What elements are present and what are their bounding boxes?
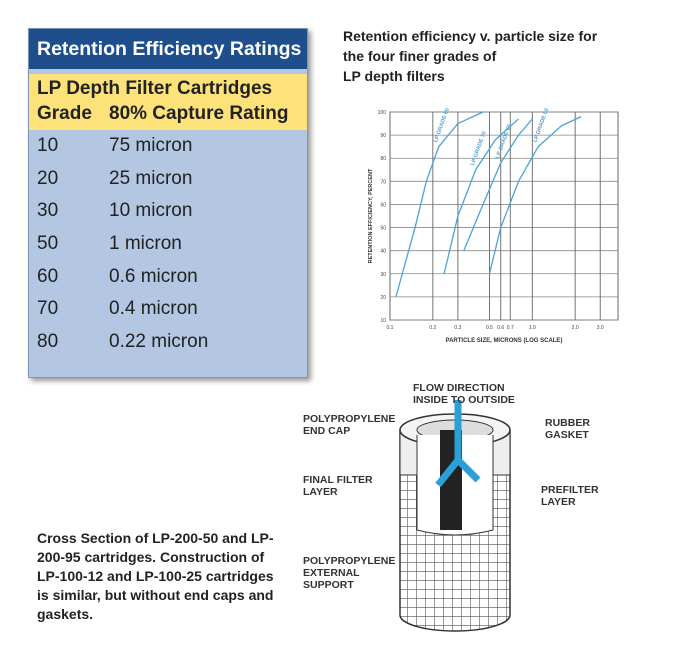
grade-cell: 80	[37, 331, 59, 353]
x-axis-label: PARTICLE SIZE, MICRONS (LOG SCALE)	[446, 338, 563, 344]
table-row: 50 1 micron	[29, 228, 307, 261]
table-row: 30 10 micron	[29, 195, 307, 228]
grade-cell: 20	[37, 167, 59, 189]
table-header: LP Depth Filter Cartridges Grade 80% Capt…	[29, 74, 307, 130]
series-line	[463, 118, 533, 251]
chart-title-line: LP depth filters	[343, 68, 445, 84]
rating-cell: 10 micron	[109, 200, 193, 222]
table-row: 10 75 micron	[29, 130, 307, 163]
x-tick-label: 2.0	[572, 325, 579, 331]
rating-cell: 0.6 micron	[109, 265, 198, 287]
label-prefilter: PREFILTER LAYER	[541, 484, 599, 508]
x-tick-label: 0.3	[454, 325, 461, 331]
rating-cell: 0.4 micron	[109, 298, 198, 320]
col-grade: Grade	[37, 103, 92, 124]
grade-cell: 70	[37, 298, 59, 320]
y-tick-label: 10	[380, 318, 386, 324]
y-tick-label: 50	[380, 226, 386, 232]
grade-cell: 10	[37, 135, 59, 156]
rating-cell: 25 micron	[109, 167, 193, 189]
table-row: 80 0.22 micron	[29, 326, 307, 359]
y-tick-label: 80	[380, 156, 386, 162]
x-tick-label: 0.6	[497, 325, 504, 331]
col-rating: 80% Capture Rating	[109, 103, 289, 124]
table-subtitle: LP Depth Filter Cartridges	[37, 78, 273, 99]
chart-title: Retention efficiency v. particle size fo…	[343, 26, 597, 86]
label-support: POLYPROPYLENE EXTERNAL SUPPORT	[303, 555, 396, 591]
plot-area	[389, 111, 619, 321]
table-row: 20 25 micron	[29, 163, 307, 196]
rating-cell: 75 micron	[109, 135, 193, 156]
rating-cell: 0.22 micron	[109, 331, 209, 353]
x-tick-label: 0.2	[429, 325, 436, 331]
label-final-filter: FINAL FILTER LAYER	[303, 474, 373, 498]
y-tick-label: 70	[380, 179, 386, 185]
figure-caption: Cross Section of LP-200-50 and LP-200-95…	[37, 530, 274, 622]
cartridge-cross-section	[399, 400, 511, 632]
grade-cell: 50	[37, 233, 59, 255]
x-tick-label: 0.5	[486, 325, 493, 331]
rating-cell: 1 micron	[109, 233, 182, 255]
x-tick-label: 1.0	[529, 325, 536, 331]
y-tick-label: 100	[378, 110, 387, 116]
y-tick-label: 90	[380, 133, 386, 139]
series-line	[395, 111, 484, 298]
x-tick-label: 0.1	[387, 325, 394, 331]
y-tick-label: 60	[380, 202, 386, 208]
grade-cell: 60	[37, 265, 59, 287]
table-title: Retention Efficiency Ratings	[29, 29, 307, 69]
y-tick-label: 30	[380, 272, 386, 278]
retention-ratings-table: Retention Efficiency Ratings LP Depth Fi…	[28, 28, 308, 378]
label-flow-direction: FLOW DIRECTION INSIDE TO OUTSIDE	[413, 382, 515, 406]
x-tick-label: 0.7	[507, 325, 514, 331]
retention-chart: 10 20 30 40 50 60 70 80 90 100 0.1 0.2 0.3 0.5 0.6 0.7 1…	[368, 107, 619, 344]
chart-title-line: Retention efficiency v. particle size fo…	[343, 28, 598, 44]
chart-title-line: the four finer grades of	[343, 48, 497, 64]
y-tick-label: 40	[380, 249, 386, 255]
x-tick-label: 3.0	[597, 325, 604, 331]
table-row: 60 0.6 micron	[29, 261, 307, 294]
label-end-cap: POLYPROPYLENE END CAP	[303, 413, 396, 437]
label-gasket: RUBBER GASKET	[545, 417, 590, 441]
series-line	[488, 116, 582, 274]
y-tick-label: 20	[380, 295, 386, 301]
table-row: 70 0.4 micron	[29, 293, 307, 326]
y-axis-label: RETENTION EFFICIENCY, PERCENT	[368, 168, 374, 263]
series-line	[443, 118, 519, 274]
grade-cell: 30	[37, 200, 59, 222]
